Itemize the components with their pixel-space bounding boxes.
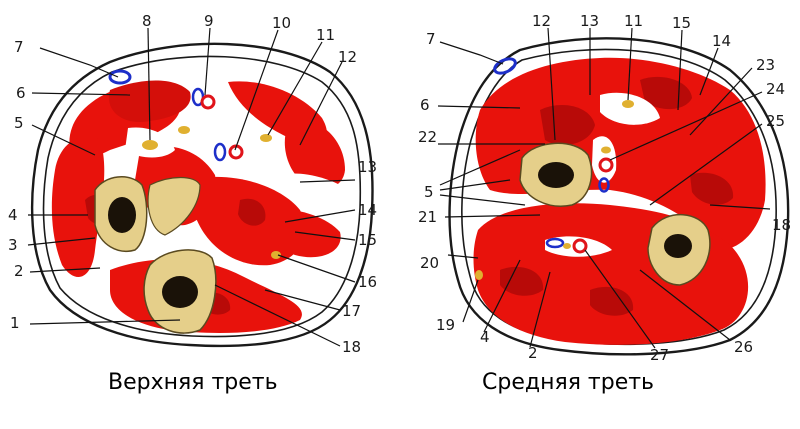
bone-fibula-middle [520,143,591,206]
label-upper-7: 7 [14,38,24,56]
label-middle-11: 11 [624,12,643,30]
upper-third-section: 8 9 10 11 7 12 6 5 13 4 14 3 15 2 16 17 … [8,12,377,356]
bone-head-upper [148,178,200,236]
label-upper-4: 4 [8,206,18,224]
label-upper-2: 2 [14,262,24,280]
nerve-upper-2 [178,126,190,134]
caption-upper-third: Верхняя треть [108,370,278,395]
label-middle-18: 18 [772,216,791,234]
label-upper-17: 17 [342,302,361,320]
label-upper-16: 16 [358,273,377,291]
artery-24-middle [600,159,612,171]
label-middle-20: 20 [420,254,439,272]
nerve-19-middle [475,270,483,280]
label-middle-2: 2 [528,344,538,362]
label-middle-13: 13 [580,12,599,30]
label-middle-26: 26 [734,338,753,356]
label-middle-12: 12 [532,12,551,30]
label-middle-24: 24 [766,80,785,98]
nerve-11-upper [260,134,272,142]
label-middle-22: 22 [418,128,437,146]
artery-9-upper [202,96,214,108]
label-upper-14: 14 [358,201,377,219]
vein-7-middle [492,56,517,76]
nerve-15-middle [622,100,634,108]
label-middle-14: 14 [712,32,731,50]
caption-middle-third: Средняя треть [482,370,654,395]
label-upper-8: 8 [142,12,152,30]
label-upper-1: 1 [10,314,20,332]
label-middle-15: 15 [672,14,691,32]
label-middle-5: 5 [424,183,434,201]
label-upper-5: 5 [14,114,24,132]
nerve-24-middle [601,147,611,154]
nerve-26-middle [563,243,571,249]
nerve-8-upper [142,140,158,150]
artery-26-middle [574,240,586,252]
label-upper-9: 9 [204,12,214,30]
label-middle-23: 23 [756,56,775,74]
label-upper-13: 13 [358,158,377,176]
label-middle-7: 7 [426,30,436,48]
label-upper-11: 11 [316,26,335,44]
label-upper-10: 10 [272,14,291,32]
label-middle-21: 21 [418,208,437,226]
label-middle-27: 27 [650,346,669,364]
label-upper-3: 3 [8,236,18,254]
label-upper-6: 6 [16,84,26,102]
label-upper-18: 18 [342,338,361,356]
label-middle-25: 25 [766,112,785,130]
bone-fibula-upper [95,177,147,251]
label-upper-12: 12 [338,48,357,66]
vein-7-upper [110,71,130,83]
label-upper-15: 15 [358,231,377,249]
middle-third-section: 12 13 11 15 7 14 23 6 24 22 25 5 18 21 2… [418,12,791,364]
label-middle-4: 4 [480,328,490,346]
label-middle-19: 19 [436,316,455,334]
label-middle-6: 6 [420,96,430,114]
